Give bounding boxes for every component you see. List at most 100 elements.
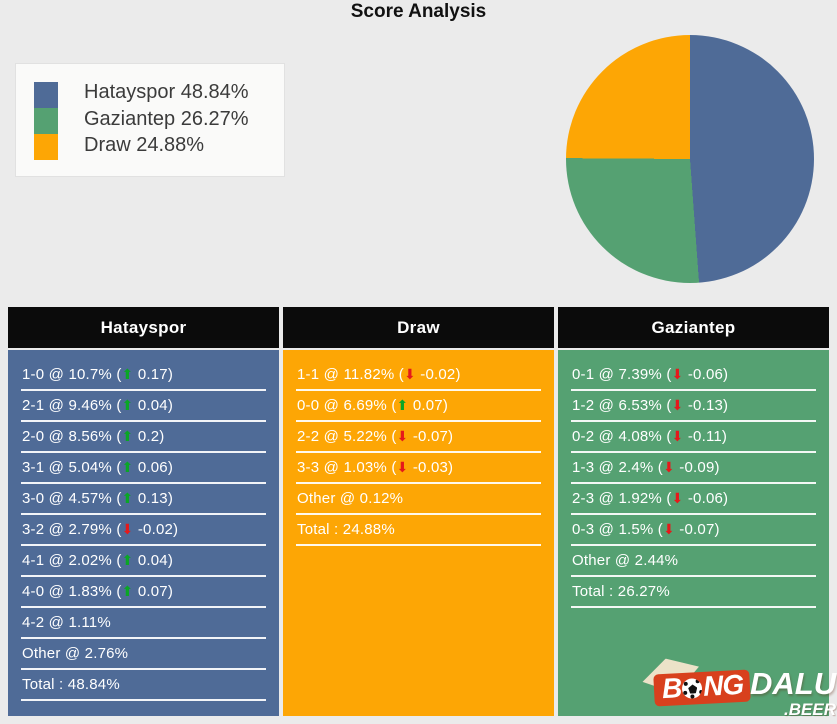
cell-text: 2-2 @ 5.22% ( [297, 428, 397, 445]
trend-arrow-icon: ⬆ [121, 428, 134, 444]
table-row: 3-1 @ 5.04% (⬆ 0.06) [21, 453, 266, 484]
cell-text: 2-3 @ 1.92% ( [572, 490, 672, 507]
table-row: Other @ 0.12% [296, 484, 541, 515]
table-row: 0-0 @ 6.69% (⬆ 0.07) [296, 391, 541, 422]
soccer-ball-icon [681, 678, 703, 700]
cell-text: Total : 48.84% [22, 676, 120, 693]
legend-swatches [34, 82, 58, 160]
trend-arrow-icon: ⬇ [671, 366, 684, 382]
trend-arrow-icon: ⬇ [663, 459, 675, 475]
cell-text: 0-3 @ 1.5% ( [572, 521, 663, 538]
table-row: 2-0 @ 8.56% (⬆ 0.2) [21, 422, 266, 453]
trend-arrow-icon: ⬆ [121, 552, 134, 568]
cell-text: 0-0 @ 6.69% ( [297, 397, 397, 414]
cell-text: 0-2 @ 4.08% ( [572, 428, 672, 445]
cell-delta: -0.02) [415, 366, 461, 383]
table-row-total: Total : 26.27% [571, 577, 816, 608]
column-header-hatayspor: Hatayspor [8, 307, 279, 348]
table-row: 2-3 @ 1.92% (⬇ -0.06) [571, 484, 816, 515]
cell-text: 4-1 @ 2.02% ( [22, 552, 122, 569]
cell-text: 4-0 @ 1.83% ( [22, 583, 122, 600]
table-body: 1-0 @ 10.7% (⬆ 0.17) 2-1 @ 9.46% (⬆ 0.04… [8, 350, 829, 716]
table-row: 2-2 @ 5.22% (⬇ -0.07) [296, 422, 541, 453]
cell-delta: 0.07) [133, 583, 174, 600]
table-header-row: Hatayspor Draw Gaziantep [8, 307, 829, 348]
table-row-total: Total : 48.84% [21, 670, 266, 701]
legend-swatch-hatayspor [34, 82, 58, 108]
trend-arrow-icon: ⬆ [121, 366, 134, 382]
cell-text: 1-0 @ 10.7% ( [22, 366, 122, 383]
pie-chart [566, 35, 814, 283]
cell-text: 3-3 @ 1.03% ( [297, 459, 397, 476]
legend-swatch-gaziantep [34, 108, 58, 134]
trend-arrow-icon: ⬇ [121, 521, 134, 537]
cell-text: 0-1 @ 7.39% ( [572, 366, 672, 383]
cell-text: Total : 24.88% [297, 521, 395, 538]
page-title: Score Analysis [350, 1, 487, 22]
trend-arrow-icon: ⬆ [396, 397, 409, 413]
cell-delta: 0.2) [133, 428, 165, 445]
trend-arrow-icon: ⬆ [121, 490, 134, 506]
trend-arrow-icon: ⬆ [121, 583, 134, 599]
cell-text: 3-1 @ 5.04% ( [22, 459, 122, 476]
table-row: 4-1 @ 2.02% (⬆ 0.04) [21, 546, 266, 577]
trend-arrow-icon: ⬇ [396, 428, 409, 444]
table-row: Other @ 2.76% [21, 639, 266, 670]
cell-delta: -0.06) [683, 490, 729, 507]
logo-text-ng: NG [702, 668, 744, 702]
cell-text: 4-2 @ 1.11% [22, 614, 111, 631]
trend-arrow-icon: ⬆ [121, 459, 134, 475]
table-row: 2-1 @ 9.46% (⬆ 0.04) [21, 391, 266, 422]
column-header-draw: Draw [283, 307, 554, 348]
table-row: 0-1 @ 7.39% (⬇ -0.06) [571, 360, 816, 391]
trend-arrow-icon: ⬇ [671, 428, 684, 444]
cell-delta: 0.06) [133, 459, 174, 476]
bongdalu-logo-badge: B NG [653, 668, 752, 707]
table-row: 1-1 @ 11.82% (⬇ -0.02) [296, 360, 541, 391]
logo-text-beer: .BEER [784, 700, 836, 719]
column-hatayspor: 1-0 @ 10.7% (⬆ 0.17) 2-1 @ 9.46% (⬆ 0.04… [8, 350, 279, 716]
cell-text: Total : 26.27% [572, 583, 670, 600]
legend-swatch-draw [34, 134, 58, 160]
table-row: 1-3 @ 2.4% (⬇ -0.09) [571, 453, 816, 484]
cell-delta: 0.17) [133, 366, 174, 383]
table-row: 3-2 @ 2.79% (⬇ -0.02) [21, 515, 266, 546]
cell-text: 1-1 @ 11.82% ( [297, 366, 404, 383]
legend-labels: Hatayspor 48.84% Gaziantep 26.27% Draw 2… [84, 79, 249, 159]
cell-delta: -0.06) [683, 366, 729, 383]
table-row: 4-2 @ 1.11% [21, 608, 266, 639]
trend-arrow-icon: ⬇ [403, 366, 416, 382]
cell-text: 3-2 @ 2.79% ( [22, 521, 122, 538]
trend-arrow-icon: ⬇ [671, 490, 684, 506]
table-row: Other @ 2.44% [571, 546, 816, 577]
cell-text: 1-2 @ 6.53% ( [572, 397, 672, 414]
logo-text-b: B [661, 672, 682, 705]
cell-delta: -0.13) [683, 397, 729, 414]
table-row: 3-0 @ 4.57% (⬆ 0.13) [21, 484, 266, 515]
cell-text: 2-0 @ 8.56% ( [22, 428, 122, 445]
cell-delta: 0.04) [133, 552, 174, 569]
cell-delta: 0.13) [133, 490, 174, 507]
cell-delta: -0.11) [683, 428, 728, 445]
cell-delta: -0.03) [408, 459, 454, 476]
cell-text: 2-1 @ 9.46% ( [22, 397, 122, 414]
trend-arrow-icon: ⬇ [396, 459, 409, 475]
table-row-total: Total : 24.88% [296, 515, 541, 546]
trend-arrow-icon: ⬆ [121, 397, 134, 413]
cell-delta: -0.02) [133, 521, 179, 538]
cell-text: 1-3 @ 2.4% ( [572, 459, 663, 476]
table-row: 0-2 @ 4.08% (⬇ -0.11) [571, 422, 816, 453]
legend-item-gaziantep: Gaziantep 26.27% [84, 107, 249, 130]
column-gaziantep: 0-1 @ 7.39% (⬇ -0.06) 1-2 @ 6.53% (⬇ -0.… [558, 350, 829, 716]
table-row: 1-2 @ 6.53% (⬇ -0.13) [571, 391, 816, 422]
table-row: 1-0 @ 10.7% (⬆ 0.17) [21, 360, 266, 391]
logo-text-dalu: DALU [750, 666, 837, 701]
bongdalu-watermark: B NG DALU .BEER [638, 650, 836, 720]
column-header-gaziantep: Gaziantep [558, 307, 829, 348]
cell-text: Other @ 2.44% [572, 552, 679, 569]
legend-item-draw: Draw 24.88% [84, 134, 205, 156]
cell-delta: -0.07) [408, 428, 454, 445]
column-draw: 1-1 @ 11.82% (⬇ -0.02) 0-0 @ 6.69% (⬆ 0.… [283, 350, 554, 716]
cell-text: 3-0 @ 4.57% ( [22, 490, 122, 507]
